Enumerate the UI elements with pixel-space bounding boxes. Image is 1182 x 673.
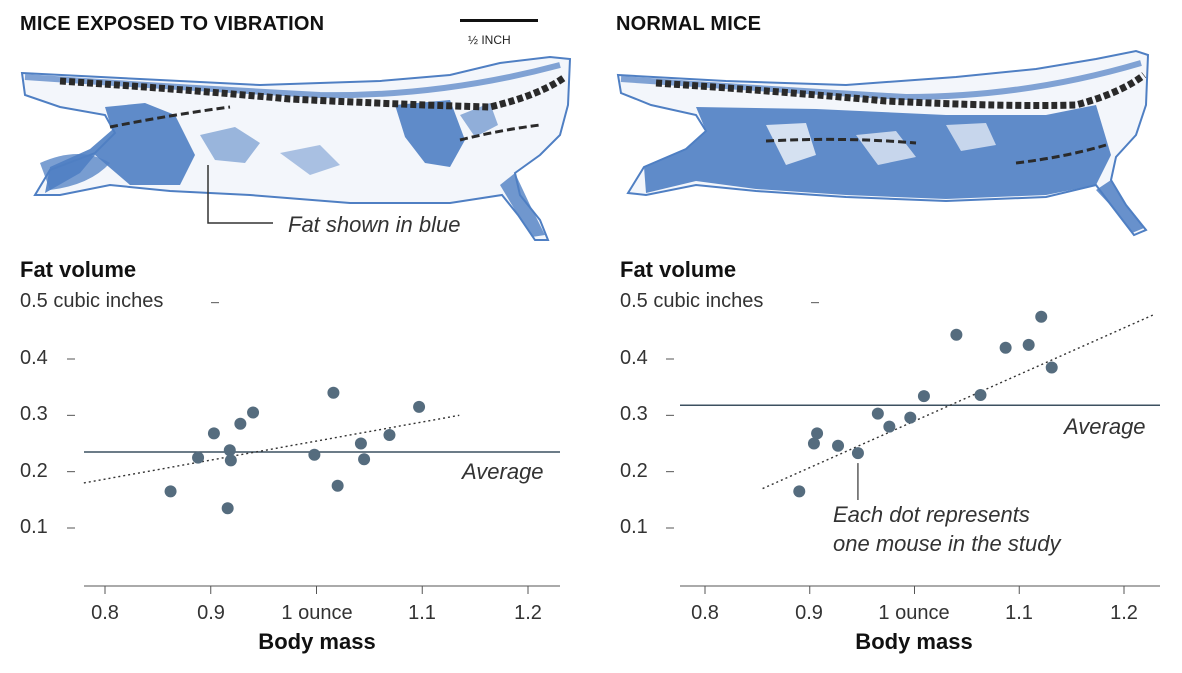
y-tick-label: 0.2	[20, 460, 48, 482]
y-axis-top-tick-label: 0.5 cubic inches	[620, 290, 764, 312]
data-point	[974, 389, 987, 402]
y-tick-label: 0.3	[20, 403, 48, 425]
fat-callout-label: Fat shown in blue	[288, 212, 461, 237]
data-point	[308, 448, 321, 461]
data-point	[1022, 338, 1035, 351]
data-point	[327, 386, 340, 399]
data-point	[354, 437, 367, 450]
data-point	[851, 447, 864, 460]
trend-line	[762, 313, 1156, 490]
data-point	[224, 454, 237, 467]
y-tick-label: 0.4	[20, 347, 48, 369]
data-point	[811, 427, 824, 440]
average-label: Average	[1064, 414, 1146, 439]
x-tick-label: 0.9	[197, 602, 225, 624]
dot-callout-line2: one mouse in the study	[833, 531, 1061, 556]
vibration-panel: MICE EXPOSED TO VIBRATION ½ INCH Fat sho…	[0, 0, 590, 673]
dot-callout-line1: Each dot represents	[833, 502, 1030, 527]
y-tick-label: 0.1	[620, 516, 648, 538]
y-tick-label: 0.1	[20, 516, 48, 538]
normal-panel: NORMAL MICE Fat volume 0.5 cubic inches …	[596, 0, 1182, 673]
data-point	[358, 453, 371, 466]
data-point	[223, 444, 236, 457]
data-point	[807, 437, 820, 450]
y-tick-label: 0.2	[620, 460, 648, 482]
x-tick-label: 1.1	[1005, 602, 1033, 624]
scatter-plot-vibration	[67, 302, 560, 594]
x-tick-label: 1 ounce	[281, 602, 353, 624]
x-tick-label: 0.9	[795, 602, 823, 624]
y-axis-label: Fat volume	[20, 257, 137, 282]
data-point	[999, 341, 1012, 354]
data-point	[1035, 310, 1048, 323]
data-point	[917, 390, 930, 403]
y-tick-label: 0.3	[620, 403, 648, 425]
data-point	[164, 485, 177, 498]
y-tick-label: 0.4	[620, 347, 648, 369]
average-label: Average	[462, 459, 544, 484]
y-axis-label: Fat volume	[620, 257, 737, 282]
mouse-scan-image	[616, 49, 1150, 237]
data-point	[413, 400, 426, 413]
data-point	[207, 427, 220, 440]
data-point	[883, 420, 896, 433]
data-point	[234, 417, 247, 430]
data-point	[331, 479, 344, 492]
data-point	[950, 328, 963, 341]
data-point	[192, 451, 205, 464]
data-point	[1045, 361, 1058, 374]
panel-title: MICE EXPOSED TO VIBRATION	[20, 13, 325, 35]
scale-bar	[460, 19, 538, 22]
x-tick-label: 0.8	[691, 602, 719, 624]
trend-line	[83, 414, 460, 484]
data-point	[871, 407, 884, 420]
y-axis-top-tick-label: 0.5 cubic inches	[20, 290, 164, 312]
panel-title: NORMAL MICE	[616, 13, 762, 35]
x-tick-label: 1.1	[408, 602, 436, 624]
x-tick-label: 1.2	[514, 602, 542, 624]
mouse-scan-image	[20, 55, 572, 241]
x-tick-label: 0.8	[91, 602, 119, 624]
scale-bar-label: ½ INCH	[468, 33, 511, 47]
data-point	[904, 411, 917, 424]
data-point	[793, 485, 806, 498]
data-point	[247, 406, 260, 419]
x-axis-label: Body mass	[258, 629, 376, 654]
scatter-plot-normal	[666, 302, 1160, 594]
x-axis-label: Body mass	[855, 629, 973, 654]
x-tick-label: 1.2	[1110, 602, 1138, 624]
data-point	[383, 429, 396, 442]
data-point	[221, 502, 234, 515]
data-point	[832, 439, 845, 452]
x-tick-label: 1 ounce	[878, 602, 950, 624]
